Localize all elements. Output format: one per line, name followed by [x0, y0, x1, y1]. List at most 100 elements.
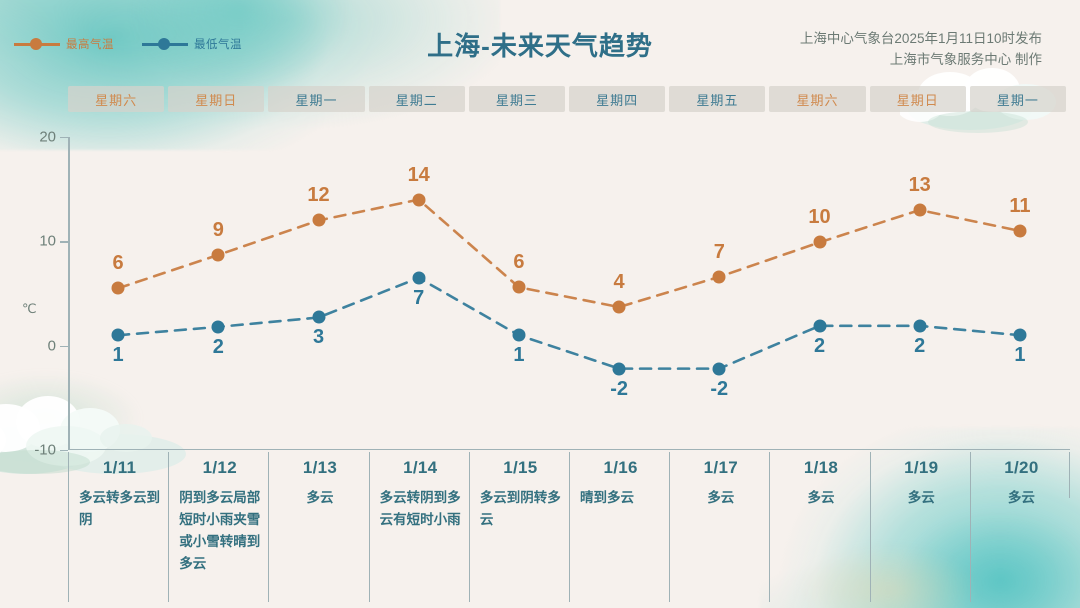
forecast-date: 1/13 [302, 458, 338, 477]
data-point-label: 10 [808, 206, 831, 229]
data-point[interactable] [211, 320, 225, 334]
forecast-description: 多云 [306, 490, 334, 505]
forecast-day-column[interactable]: 1/11 多云转多云到阴 [68, 452, 168, 602]
data-point-label: 13 [908, 174, 931, 197]
data-point-label: 2 [212, 335, 224, 358]
source-issuer: 上海中心气象台2025年1月11日10时发布 [799, 31, 1042, 46]
series-line [116, 198, 1022, 309]
data-point[interactable] [312, 213, 325, 227]
forecast-date: 1/14 [403, 458, 438, 477]
data-point[interactable] [412, 271, 426, 285]
data-point-label: 7 [413, 286, 425, 309]
forecast-day-column[interactable]: 1/13 多云 [268, 452, 368, 602]
forecast-day-column[interactable]: 1/15 多云到阴转多云 [468, 452, 569, 602]
forecast-day-column[interactable]: 1/20 多云 [969, 452, 1071, 602]
data-point-label: 6 [112, 252, 124, 275]
data-point-label: -2 [610, 377, 628, 400]
data-point[interactable] [1013, 328, 1027, 342]
forecast-description: 多云转多云到阴 [79, 490, 160, 527]
data-point-label: 7 [713, 240, 725, 263]
data-point-label: 1 [1014, 344, 1026, 367]
data-point-label: 3 [312, 326, 325, 349]
data-point-label: -2 [710, 377, 729, 400]
data-point-label: 6 [513, 251, 525, 274]
data-point-label: 9 [212, 218, 224, 241]
data-point-label: 4 [613, 271, 625, 294]
forecast-description: 晴到多云 [580, 490, 635, 505]
data-point[interactable] [1013, 224, 1027, 238]
y-axis-tick [60, 241, 68, 243]
data-point-label: 1 [112, 344, 124, 367]
y-axis-tick [60, 450, 68, 452]
forecast-date: 1/18 [803, 458, 839, 477]
data-point[interactable] [712, 270, 726, 284]
y-axis-tick-label: 20 [39, 128, 56, 146]
weekday-tab-bar: 星期六 星期日 星期一 星期二 星期三 星期四 星期五 星期六 星期日 星期一 [68, 86, 1070, 112]
weekday-tab[interactable]: 星期二 [368, 86, 465, 112]
data-point[interactable] [913, 319, 927, 333]
forecast-description: 多云 [807, 490, 835, 505]
y-axis-tick-label: 10 [39, 232, 56, 250]
forecast-date: 1/11 [102, 458, 137, 477]
data-point[interactable] [612, 362, 626, 376]
data-point-label: 2 [914, 334, 926, 357]
daily-forecast-bar: 1/11 多云转多云到阴 1/12 阴到多云局部短时小雨夹雪或小雪转晴到多云 1/13 多… [68, 452, 1071, 602]
source-info: 上海中心气象台2025年1月11日10时发布 上海市气象服务中心 制作 [800, 28, 1042, 70]
y-axis-tick [60, 137, 68, 139]
forecast-day-column[interactable]: 1/14 多云转阴到多云有短时小雨 [368, 452, 469, 602]
weekday-tab[interactable]: 星期日 [869, 86, 966, 112]
forecast-date: 1/20 [1004, 458, 1039, 477]
data-point-label: 11 [1009, 194, 1031, 217]
series-line [116, 276, 1022, 370]
data-point[interactable] [813, 235, 826, 249]
forecast-description: 多云到阴转多云 [479, 490, 561, 527]
weekday-tab[interactable]: 星期四 [569, 86, 666, 112]
data-point[interactable] [813, 319, 826, 333]
weekday-tab[interactable]: 星期六 [769, 86, 866, 112]
data-point-label: 2 [813, 334, 826, 357]
forecast-date: 1/19 [904, 458, 939, 477]
forecast-description: 阴到多云局部短时小雨夹雪或小雪转晴到多云 [179, 490, 261, 571]
temperature-chart-plot: ℃ 20 10 0 -10 6 9 12 14 6 4 7 10 13 11 1 2 3 7 1 -2 -2 2 2 1 [22, 126, 1070, 459]
forecast-date: 1/15 [503, 458, 538, 477]
weekday-tab[interactable]: 星期一 [268, 86, 365, 112]
forecast-day-column[interactable]: 1/19 多云 [869, 452, 970, 602]
data-point[interactable] [312, 310, 325, 324]
weekday-tab[interactable]: 星期五 [669, 86, 766, 112]
forecast-description: 多云 [1007, 490, 1035, 505]
weekday-tab[interactable]: 星期一 [969, 86, 1067, 112]
source-producer: 上海市气象服务中心 制作 [889, 52, 1042, 67]
data-point[interactable] [412, 193, 426, 207]
data-point[interactable] [111, 281, 125, 295]
data-point[interactable] [111, 328, 125, 342]
forecast-description: 多云 [707, 490, 735, 505]
y-axis-unit-label: ℃ [22, 301, 37, 316]
data-point-label: 12 [307, 184, 330, 207]
data-point[interactable] [512, 328, 526, 342]
forecast-date: 1/17 [703, 458, 738, 477]
data-point[interactable] [512, 280, 526, 294]
forecast-description: 多云转阴到多云有短时小雨 [379, 490, 461, 527]
forecast-day-column[interactable]: 1/17 多云 [669, 452, 769, 602]
forecast-day-column[interactable]: 1/12 阴到多云局部短时小雨夹雪或小雪转晴到多云 [168, 452, 268, 602]
weekday-tab[interactable]: 星期六 [68, 86, 165, 112]
weekday-tab[interactable]: 星期日 [168, 86, 265, 112]
data-point-label: 14 [407, 163, 430, 186]
y-axis-tick [60, 345, 68, 348]
forecast-date: 1/12 [202, 458, 237, 477]
forecast-date: 1/16 [603, 458, 638, 477]
forecast-day-column[interactable]: 1/16 晴到多云 [569, 452, 669, 602]
data-point[interactable] [211, 248, 225, 262]
series-lines [116, 198, 1022, 370]
y-axis-line [68, 137, 70, 450]
weekday-tab[interactable]: 星期三 [468, 86, 566, 112]
forecast-day-column[interactable]: 1/18 多云 [769, 452, 869, 602]
y-axis-tick-label: -10 [34, 441, 56, 459]
x-axis-line [68, 448, 1070, 450]
data-point[interactable] [612, 300, 626, 314]
data-point[interactable] [712, 362, 726, 376]
data-point-label: 1 [513, 344, 525, 367]
y-axis-tick-label: 0 [47, 337, 56, 355]
data-point[interactable] [913, 203, 927, 217]
